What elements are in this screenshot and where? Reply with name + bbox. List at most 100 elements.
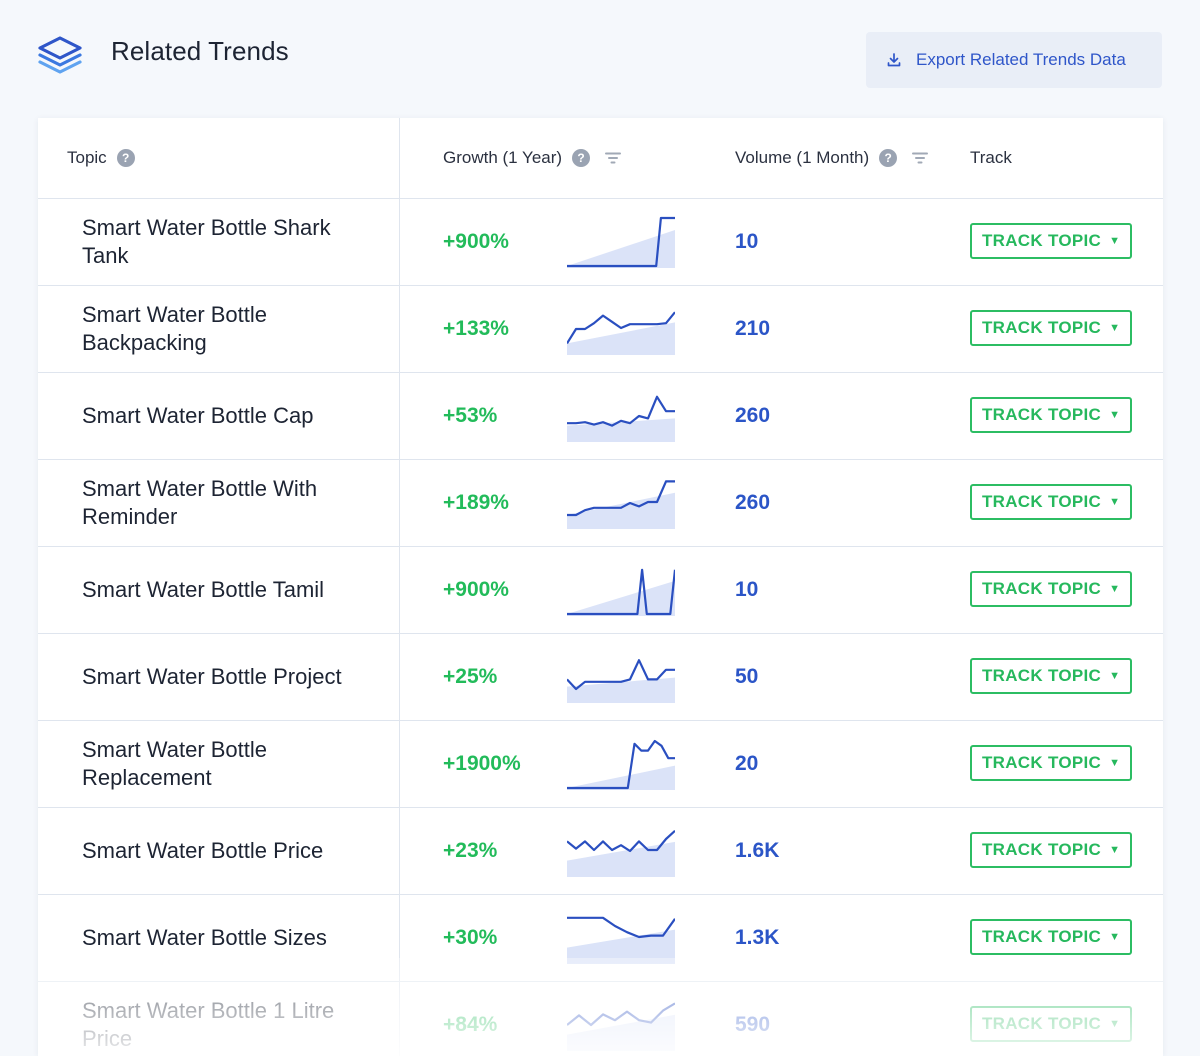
sparkline-area <box>567 1014 675 1051</box>
topic-name[interactable]: Smart Water Bottle Price <box>82 838 324 863</box>
table-row[interactable]: Smart Water Bottle With Reminder +189% 260… <box>38 460 1163 547</box>
table-row[interactable]: Smart Water Bottle 1 Litre Price +84% 590 T… <box>38 982 1163 1056</box>
track-topic-label: TRACK TOPIC <box>981 231 1102 250</box>
sparkline-area <box>567 929 675 964</box>
sparkline-line <box>567 480 675 517</box>
volume-value: 10 <box>735 230 759 253</box>
volume-value: 10 <box>735 578 759 601</box>
column-label-topic: Topic <box>67 148 107 167</box>
track-topic-button[interactable]: TRACK TOPIC ▼ <box>970 745 1132 781</box>
sparkline-area <box>567 230 675 268</box>
track-topic-label: TRACK TOPIC <box>981 666 1102 685</box>
topic-name[interactable]: Smart Water Bottle With Reminder <box>82 476 318 529</box>
trend-sparkline <box>567 1002 675 1051</box>
table-row[interactable]: Smart Water Bottle Cap +53% 260 TRACK TOPIC… <box>38 373 1163 460</box>
sparkline-area <box>567 677 675 703</box>
table-row[interactable]: Smart Water Bottle Tamil +900% 10 TRACK TOP… <box>38 547 1163 634</box>
caret-down-icon: ▼ <box>1109 1018 1121 1030</box>
table-row[interactable]: Smart Water Bottle Sizes +30% 1.3K TRACK TO… <box>38 895 1163 982</box>
track-topic-button[interactable]: TRACK TOPIC ▼ <box>970 1006 1132 1042</box>
track-topic-button[interactable]: TRACK TOPIC ▼ <box>970 310 1132 346</box>
caret-down-icon: ▼ <box>1109 496 1121 508</box>
topic-name[interactable]: Smart Water Bottle Backpacking <box>82 302 268 355</box>
track-topic-label: TRACK TOPIC <box>981 753 1102 772</box>
track-topic-button[interactable]: TRACK TOPIC ▼ <box>970 223 1132 259</box>
caret-down-icon: ▼ <box>1109 235 1121 247</box>
export-button-label: Export Related Trends Data <box>916 50 1126 69</box>
help-icon[interactable]: ? <box>116 149 135 167</box>
column-divider <box>399 118 400 1056</box>
track-topic-button[interactable]: TRACK TOPIC ▼ <box>970 658 1132 694</box>
sparkline-area <box>567 765 675 790</box>
volume-value: 1.3K <box>735 926 780 949</box>
table-row[interactable]: Smart Water Bottle Backpacking +133% 210 TR… <box>38 286 1163 373</box>
track-topic-button[interactable]: TRACK TOPIC ▼ <box>970 571 1132 607</box>
track-topic-label: TRACK TOPIC <box>981 840 1102 859</box>
column-label-volume: Volume (1 Month) <box>735 148 870 167</box>
volume-value: 20 <box>735 752 759 775</box>
trend-sparkline <box>567 216 675 268</box>
volume-value: 260 <box>735 404 771 427</box>
growth-value: +900% <box>443 230 509 253</box>
trend-sparkline <box>567 395 675 442</box>
column-header-track: Track <box>970 148 1012 168</box>
topic-name[interactable]: Smart Water Bottle Tamil <box>82 577 325 602</box>
table-row[interactable]: Smart Water Bottle Price +23% 1.6K TRACK TO… <box>38 808 1163 895</box>
track-topic-label: TRACK TOPIC <box>981 318 1102 337</box>
caret-down-icon: ▼ <box>1109 931 1121 943</box>
filter-icon[interactable] <box>604 151 622 165</box>
growth-value: +25% <box>443 665 498 688</box>
track-topic-label: TRACK TOPIC <box>981 927 1102 946</box>
sparkline-line <box>567 568 675 616</box>
column-label-growth: Growth (1 Year) <box>443 148 563 167</box>
sparkline-area <box>567 580 675 616</box>
table-row[interactable]: Smart Water Bottle Project +25% 50 TRACK TO… <box>38 634 1163 721</box>
page-header: Related Trends Export Related Trends Dat… <box>0 0 1200 110</box>
page-title: Related Trends <box>111 36 289 66</box>
track-topic-label: TRACK TOPIC <box>981 492 1102 511</box>
layers-icon <box>38 36 82 74</box>
track-topic-label: TRACK TOPIC <box>981 579 1102 598</box>
trend-sparkline <box>567 568 675 616</box>
trend-sparkline <box>567 659 675 703</box>
table-header: Topic ? Growth (1 Year) ? Volume (1 Mont… <box>38 118 1163 199</box>
caret-down-icon: ▼ <box>1109 583 1121 595</box>
sparkline-line <box>567 311 675 344</box>
volume-value: 50 <box>735 665 759 688</box>
trend-sparkline <box>567 916 675 964</box>
caret-down-icon: ▼ <box>1109 322 1121 334</box>
download-icon <box>887 53 901 67</box>
caret-down-icon: ▼ <box>1109 844 1121 856</box>
filter-icon[interactable] <box>911 151 929 165</box>
table-row[interactable]: Smart Water Bottle Shark Tank +900% 10 TRAC… <box>38 199 1163 286</box>
growth-value: +900% <box>443 578 509 601</box>
export-related-trends-button[interactable]: Export Related Trends Data <box>866 32 1162 88</box>
column-header-volume: Volume (1 Month) ? <box>735 148 929 168</box>
track-topic-button[interactable]: TRACK TOPIC ▼ <box>970 484 1132 520</box>
column-header-growth: Growth (1 Year) ? <box>443 148 622 168</box>
topic-name[interactable]: Smart Water Bottle Project <box>82 664 342 689</box>
track-topic-button[interactable]: TRACK TOPIC ▼ <box>970 832 1132 868</box>
trend-sparkline <box>567 829 675 877</box>
sparkline-line <box>567 395 675 427</box>
topic-name[interactable]: Smart Water Bottle Shark Tank <box>82 215 331 268</box>
track-topic-button[interactable]: TRACK TOPIC ▼ <box>970 397 1132 433</box>
caret-down-icon: ▼ <box>1109 757 1121 769</box>
topic-name[interactable]: Smart Water Bottle Replacement <box>82 737 268 790</box>
topic-name[interactable]: Smart Water Bottle Cap <box>82 403 314 428</box>
sparkline-area <box>567 322 675 355</box>
help-icon[interactable]: ? <box>572 149 591 167</box>
related-trends-table: Topic ? Growth (1 Year) ? Volume (1 Mont… <box>38 118 1163 1056</box>
caret-down-icon: ▼ <box>1109 670 1121 682</box>
table-row[interactable]: Smart Water Bottle Replacement +1900% 20 TR… <box>38 721 1163 808</box>
sparkline-line <box>567 916 675 939</box>
track-topic-label: TRACK TOPIC <box>981 1014 1102 1033</box>
help-icon[interactable]: ? <box>879 149 898 167</box>
track-topic-button[interactable]: TRACK TOPIC ▼ <box>970 919 1132 955</box>
trend-sparkline <box>567 311 675 355</box>
trend-sparkline <box>567 480 675 529</box>
volume-value: 590 <box>735 1013 771 1036</box>
volume-value: 210 <box>735 317 771 340</box>
topic-name[interactable]: Smart Water Bottle 1 Litre Price <box>82 998 335 1051</box>
topic-name[interactable]: Smart Water Bottle Sizes <box>82 925 327 950</box>
